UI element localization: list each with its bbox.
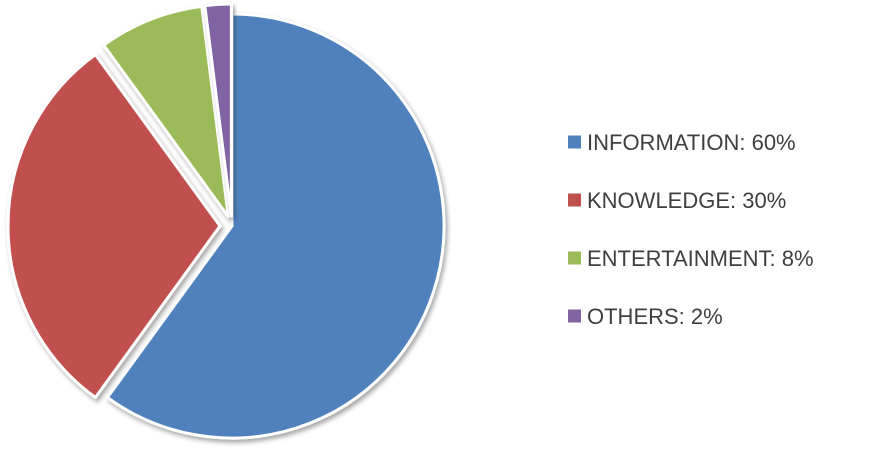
legend-swatch-others <box>568 309 581 323</box>
legend-swatch-information <box>568 135 581 149</box>
pie-slice-others <box>203 2 233 218</box>
legend-entry-others: OTHERS: 2% <box>587 304 723 329</box>
legend-entry-knowledge: KNOWLEDGE: 30% <box>587 188 786 213</box>
pie-slice-entertainment <box>102 4 230 219</box>
pie-slice-knowledge <box>6 52 222 400</box>
pie-slices <box>6 2 446 440</box>
legend-swatch-knowledge <box>568 193 581 207</box>
pie-slice-information <box>105 12 446 440</box>
legend: INFORMATION: 60% KNOWLEDGE: 30% ENTERTAINM… <box>568 130 814 329</box>
legend-swatch-entertainment <box>568 251 581 265</box>
legend-entry-entertainment: ENTERTAINMENT: 8% <box>587 246 814 271</box>
legend-entry-information: INFORMATION: 60% <box>587 130 796 155</box>
